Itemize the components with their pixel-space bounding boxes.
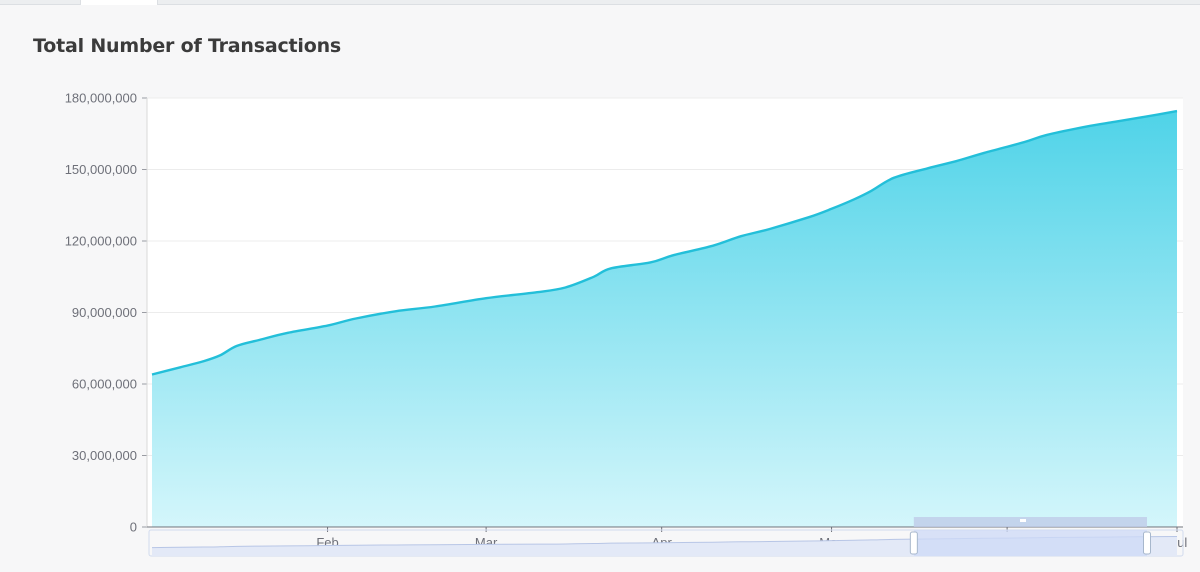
tab-active[interactable] xyxy=(80,0,158,5)
zoom-move-bar xyxy=(913,517,1147,527)
y-tick-label: 60,000,000 xyxy=(72,377,137,392)
data-zoom-slider[interactable] xyxy=(148,517,1184,557)
zoom-handle-right[interactable] xyxy=(1143,531,1151,555)
y-tick-label: 0 xyxy=(130,520,137,535)
tab-strip xyxy=(0,0,1200,5)
area-fill xyxy=(152,111,1177,527)
zoom-handle-left[interactable] xyxy=(909,531,918,555)
series-line xyxy=(151,109,1178,376)
y-tick-label: 120,000,000 xyxy=(65,234,137,249)
y-tick-label: 150,000,000 xyxy=(65,162,137,177)
y-tick-label: 90,000,000 xyxy=(72,305,137,320)
zoom-move-grip xyxy=(1020,519,1026,522)
chart-title: Total Number of Transactions xyxy=(33,35,342,57)
zoom-window xyxy=(913,530,1147,556)
y-tick-label: 180,000,000 xyxy=(65,91,137,106)
y-axis: 0 30,000,000 60,000,000 90,000,000 120,000,0… xyxy=(65,91,147,535)
y-tick-label: 30,000,000 xyxy=(72,448,137,463)
